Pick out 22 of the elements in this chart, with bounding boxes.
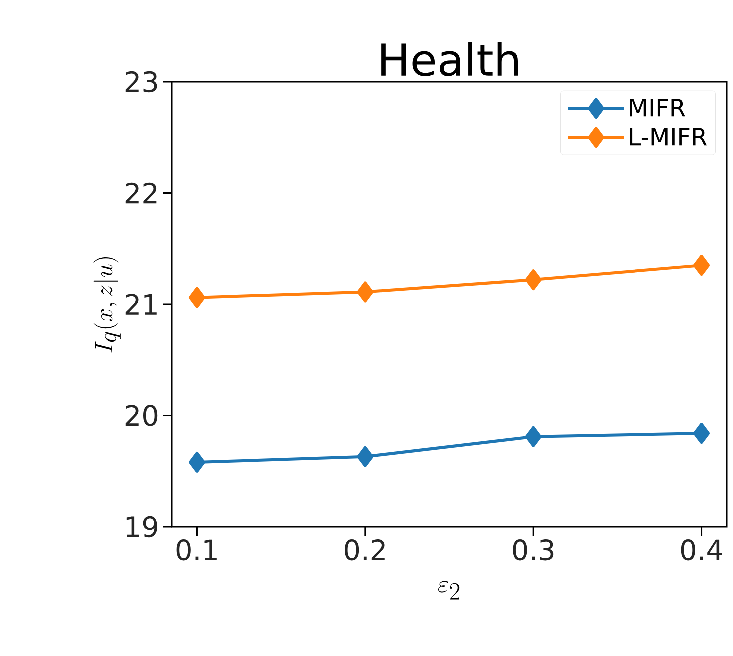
legend-label: L-MIFR	[630, 128, 708, 146]
point	[188, 287, 206, 308]
x-tick-label: 0.2	[345, 540, 385, 561]
y-tick-label: 22	[126, 182, 157, 204]
chart-title: Health	[382, 42, 518, 76]
point	[357, 282, 374, 303]
point	[357, 446, 374, 468]
legend-label: MIFR	[630, 99, 686, 117]
point	[525, 270, 542, 291]
y-tick-label: 23	[126, 71, 158, 93]
x-tick-label: 0.1	[176, 540, 217, 561]
x-tick-label: 0.4	[681, 540, 722, 561]
y-tick-label: 19	[126, 516, 158, 538]
y-tick-label: 21	[126, 294, 157, 315]
y-tick-label: 20	[126, 405, 158, 426]
point	[694, 423, 710, 444]
point	[525, 426, 542, 448]
point	[694, 255, 710, 276]
x-axis-title: $\varepsilon_2$	[438, 581, 460, 600]
x-tick-label: 0.3	[513, 540, 554, 561]
y-axis-title: $I_q(x,z|u)$	[94, 258, 121, 353]
point	[188, 452, 206, 473]
